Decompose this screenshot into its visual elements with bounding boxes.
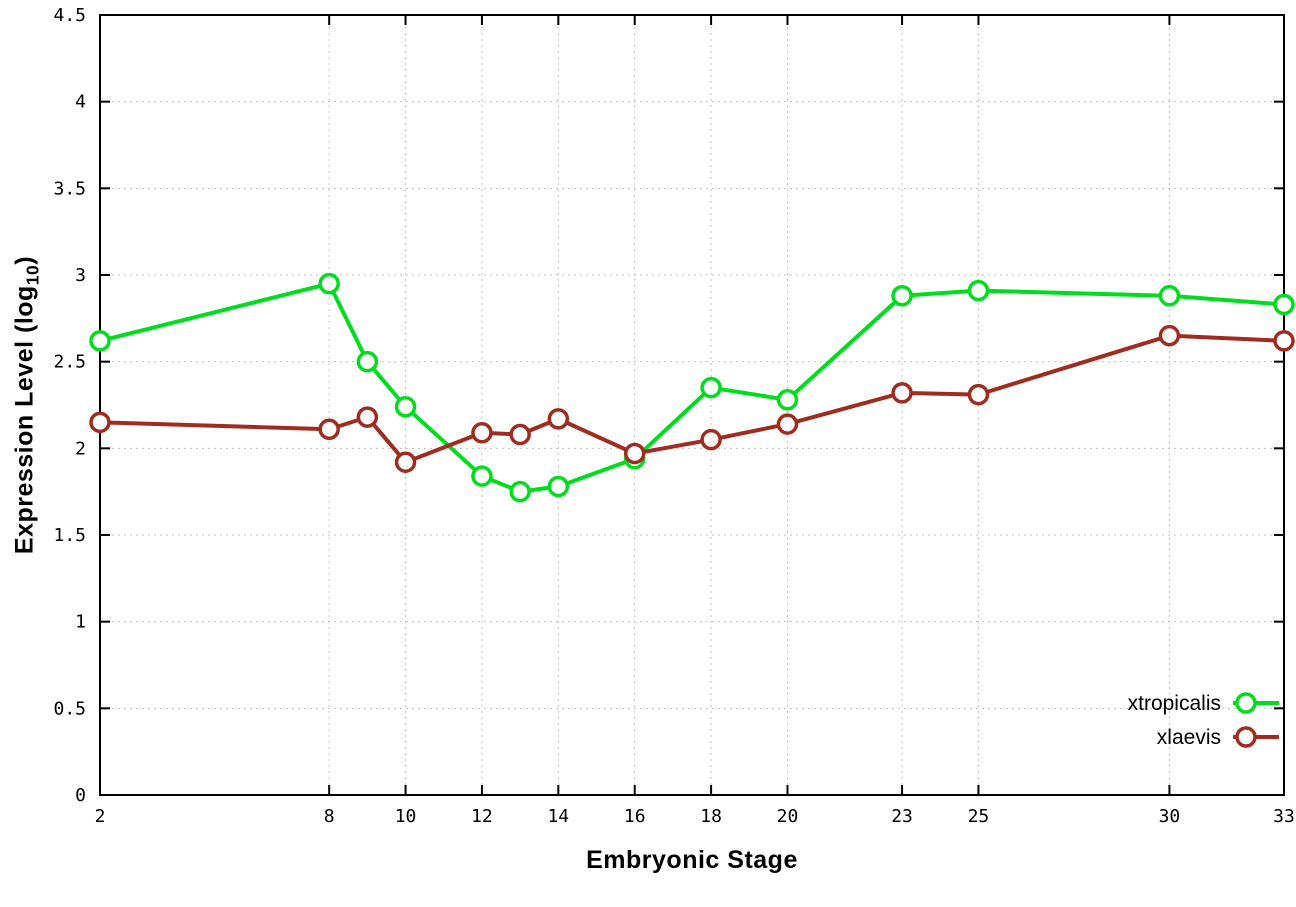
y-tick-label: 1.5 (53, 525, 86, 546)
x-tick-label: 25 (968, 806, 990, 827)
y-axis-title-subscript: 10 (22, 264, 43, 286)
data-point-xlaevis (1158, 324, 1181, 347)
y-tick-label: 0 (75, 785, 86, 806)
y-axis-title-close: ) (10, 255, 39, 265)
x-tick-label: 8 (324, 806, 335, 827)
plot-border (99, 14, 1285, 796)
x-tick-label: 2 (95, 806, 106, 827)
y-tick-label: 1 (75, 612, 86, 633)
data-point-xtropicalis (1158, 285, 1181, 307)
y-tick-label: 3 (75, 265, 86, 286)
y-axis-title-text: Expression Level (log (10, 285, 39, 555)
data-point-xlaevis (623, 442, 646, 465)
y-tick-label: 4.5 (53, 5, 86, 26)
data-point-xlaevis (394, 451, 417, 473)
y-axis-title: Expression Level (log10) (11, 256, 44, 554)
data-point-xtropicalis (318, 272, 340, 295)
data-point-xtropicalis (356, 350, 379, 373)
data-point-xlaevis (471, 421, 493, 444)
x-tick-label: 10 (395, 806, 417, 827)
y-tick-label: 3.5 (53, 178, 86, 199)
data-point-xtropicalis (776, 389, 799, 411)
data-point-xlaevis (356, 406, 379, 428)
x-tick-label: 23 (891, 806, 913, 827)
legend-sample-marker-xtropicalis (1235, 692, 1257, 714)
data-point-xtropicalis (700, 376, 722, 399)
data-point-xtropicalis (891, 285, 913, 307)
data-point-xlaevis (700, 428, 722, 451)
data-point-xtropicalis (509, 480, 531, 503)
y-tick-label: 0.5 (53, 698, 86, 719)
data-point-xlaevis (318, 418, 340, 441)
y-tick-label: 2.5 (53, 352, 86, 373)
data-point-xtropicalis (471, 465, 493, 487)
legend-label-xlaevis: xlaevis (1157, 726, 1221, 749)
y-tick-label: 2 (75, 438, 86, 459)
series-line-xtropicalis (98, 281, 1286, 494)
x-tick-label: 33 (1273, 806, 1295, 827)
x-tick-label: 18 (700, 806, 722, 827)
legend-label-xtropicalis: xtropicalis (1128, 692, 1221, 715)
series-line-xlaevis (98, 333, 1286, 465)
data-point-xlaevis (1273, 330, 1295, 352)
y-tick-label: 4 (75, 92, 86, 113)
x-tick-label: 14 (547, 806, 569, 827)
data-point-xtropicalis (394, 395, 417, 418)
data-point-xtropicalis (89, 330, 111, 352)
data-point-xlaevis (776, 413, 799, 435)
legend-sample-marker-xlaevis (1235, 726, 1257, 748)
data-point-xlaevis (89, 411, 111, 434)
data-point-xlaevis (891, 382, 913, 404)
data-point-xlaevis (509, 423, 531, 446)
data-point-xtropicalis (547, 475, 570, 498)
x-axis-title: Embryonic Stage (586, 846, 798, 874)
data-point-xlaevis (547, 408, 570, 430)
x-tick-label: 12 (471, 806, 493, 827)
data-point-xlaevis (967, 383, 990, 406)
x-tick-label: 30 (1159, 806, 1181, 827)
data-point-xtropicalis (1273, 293, 1295, 316)
x-tick-label: 20 (777, 806, 799, 827)
data-point-xtropicalis (967, 279, 990, 302)
x-tick-label: 16 (624, 806, 646, 827)
